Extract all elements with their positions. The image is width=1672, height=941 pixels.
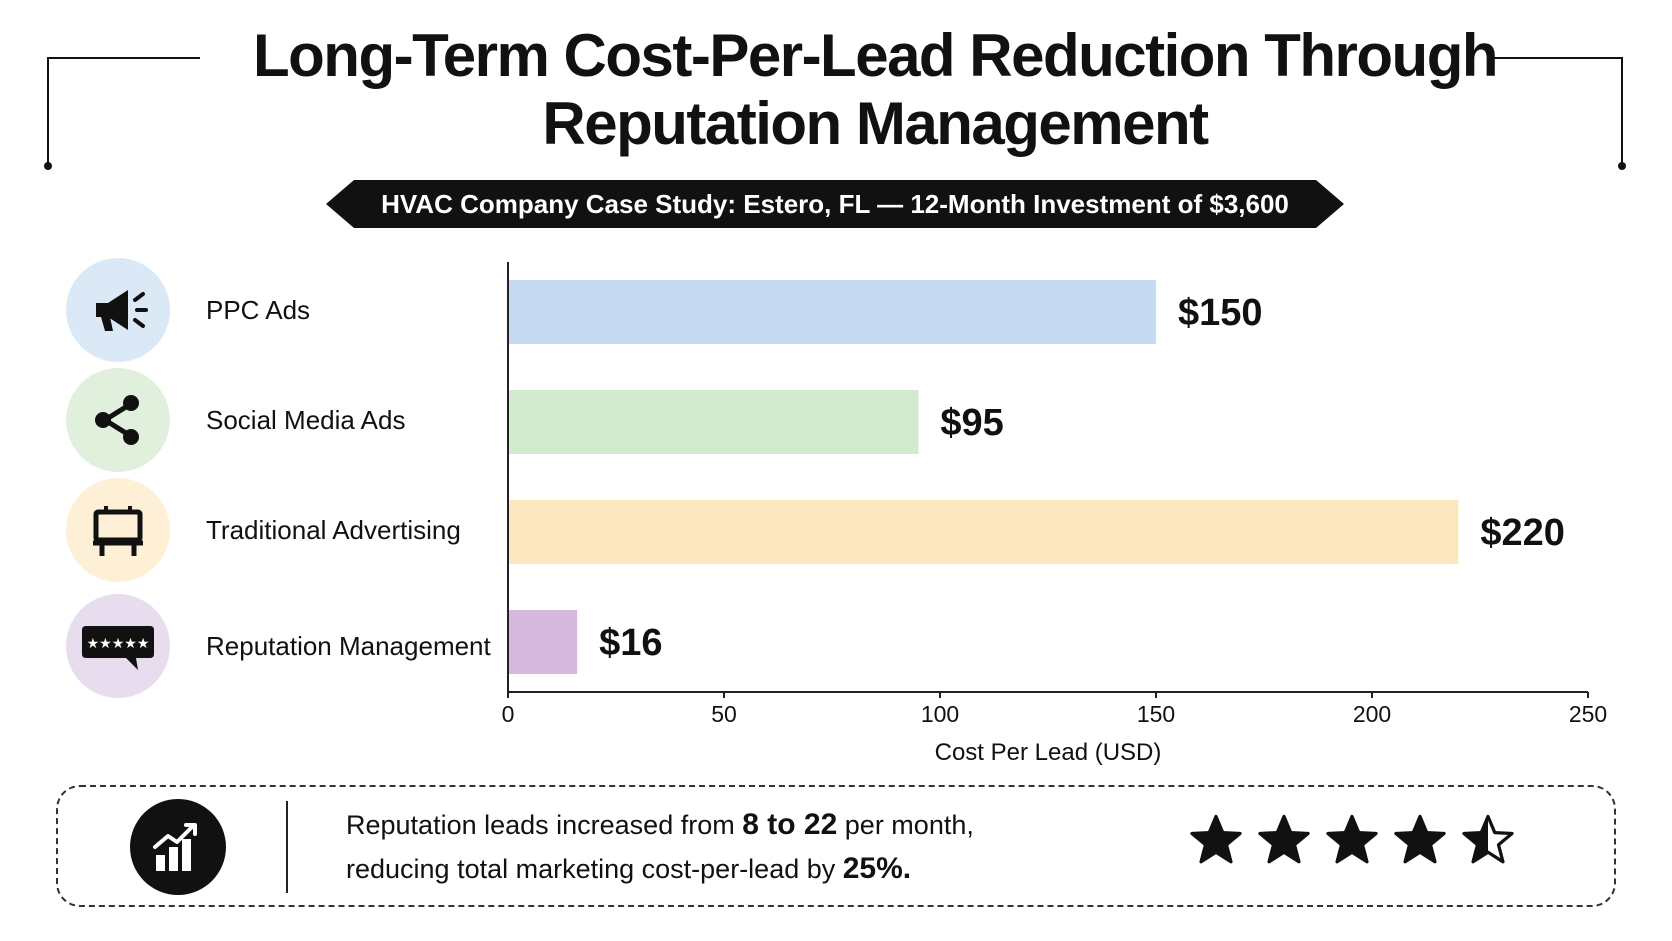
reduction-percent: 25%. (842, 852, 912, 885)
x-tick-label: 250 (1569, 701, 1607, 727)
x-axis-title: Cost Per Lead (USD) (935, 739, 1162, 766)
review-stars-icon: ★★★★★ (66, 594, 170, 698)
billboard-icon (66, 478, 170, 582)
subtitle-banner: HVAC Company Case Study: Estero, FL — 12… (326, 180, 1344, 228)
star-full-icon (1190, 814, 1242, 864)
insight-line2-prefix: reducing total marketing cost-per-lead b… (346, 854, 843, 884)
bar (508, 280, 1156, 344)
title-line-2: Reputation Management (542, 90, 1209, 157)
bar (508, 390, 919, 454)
insight-callout: Reputation leads increased from 8 to 22 … (56, 785, 1616, 907)
megaphone-icon (66, 258, 170, 362)
star-full-icon (1394, 814, 1446, 864)
star-rating (1188, 813, 1528, 869)
bar (508, 610, 578, 674)
insight-text: Reputation leads increased from 8 to 22 … (346, 803, 974, 891)
leads-range: 8 to 22 (742, 808, 838, 841)
bar (508, 500, 1459, 564)
category-label: Social Media Ads (206, 404, 406, 435)
growth-chart-icon (130, 799, 226, 895)
x-tick-label: 50 (711, 701, 737, 727)
bar-value-label: $16 (599, 622, 662, 664)
chart-subtitle: HVAC Company Case Study: Estero, FL — 12… (381, 188, 1289, 219)
x-tick-label: 0 (502, 701, 515, 727)
x-tick-label: 150 (1137, 701, 1175, 727)
star-half-icon (1462, 814, 1514, 864)
category-label: PPC Ads (206, 294, 311, 325)
share-icon (66, 368, 170, 472)
category-row-social: Social Media Ads (66, 368, 405, 472)
bar-value-label: $150 (1178, 292, 1263, 334)
category-row-reputation: ★★★★★ Reputation Management (66, 594, 491, 698)
x-tick-label: 200 (1353, 701, 1391, 727)
svg-text:★★★★★: ★★★★★ (87, 636, 150, 652)
x-tick-label: 100 (921, 701, 959, 727)
insight-line1-suffix: per month, (837, 810, 974, 840)
category-row-traditional: Traditional Advertising (66, 478, 461, 582)
bar-value-label: $95 (940, 402, 1003, 444)
title-line-1: Long-Term Cost-Per-Lead Reduction Throug… (253, 22, 1499, 89)
category-row-ppc: PPC Ads (66, 258, 310, 362)
insight-line1-prefix: Reputation leads increased from (346, 810, 743, 840)
category-label: Reputation Management (206, 630, 491, 661)
star-full-icon (1258, 814, 1310, 864)
category-label: Traditional Advertising (206, 514, 461, 545)
chart-title: Long-Term Cost-Per-Lead Reduction Throug… (200, 22, 1550, 158)
insight-divider (286, 801, 288, 893)
bar-value-label: $220 (1480, 512, 1565, 554)
star-full-icon (1326, 814, 1378, 864)
